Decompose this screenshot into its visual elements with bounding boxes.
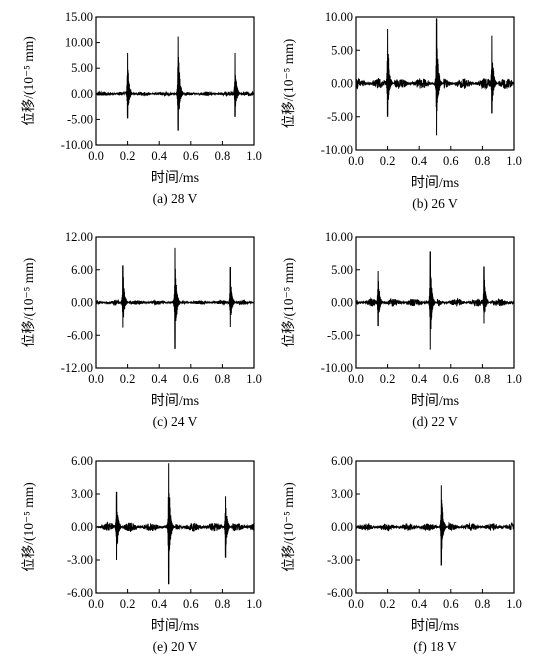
x-axis-label: 时间/ms [151, 170, 199, 186]
series-line [95, 247, 255, 349]
y-axis-label: 位移/(10⁻⁵ mm) [281, 39, 296, 128]
x-tick-label: 0.8 [215, 372, 231, 386]
x-axis-label: 时间/ms [411, 393, 459, 409]
x-tick-label: 0.8 [215, 597, 231, 611]
series-line [355, 18, 515, 136]
y-tick-label: 10.00 [65, 36, 93, 50]
y-tick-label: 10.00 [325, 230, 353, 244]
chart-panel: 0.0 0.2 0.4 0.6 0.8 1.0 6.00 3.00 0.00 -3.00 -6.00… [281, 454, 522, 654]
x-tick-label: 0.4 [151, 597, 167, 611]
y-tick-label: 5.00 [71, 61, 93, 75]
x-tick-label: 0.4 [151, 149, 167, 163]
x-tick-label: 0.0 [88, 372, 104, 386]
series-line [355, 251, 515, 350]
y-tick-label: 3.00 [71, 487, 93, 501]
x-tick-label: 0.0 [348, 372, 364, 386]
y-tick-label: -3.00 [67, 553, 93, 567]
y-tick-label: 0.00 [331, 296, 353, 310]
x-axis-label: 时间/ms [151, 393, 199, 409]
x-tick-label: 0.4 [411, 597, 427, 611]
y-tick-label: 5.00 [331, 43, 353, 57]
panel-caption: (a) 28 V [153, 191, 198, 206]
y-tick-label: 15.00 [65, 10, 93, 24]
y-tick-label: -5.00 [327, 328, 353, 342]
x-axis-label: 时间/ms [151, 618, 199, 634]
x-axis-label: 时间/ms [411, 618, 459, 634]
y-axis-label: 位移/(10⁻⁵ mm) [21, 36, 36, 125]
x-tick-label: 0.2 [380, 154, 396, 168]
x-tick-label: 0.2 [120, 597, 136, 611]
y-axis-label: 位移/(10⁻⁵ mm) [21, 258, 36, 347]
x-tick-label: 0.4 [151, 372, 167, 386]
x-tick-label: 0.6 [183, 597, 199, 611]
y-tick-label: 0.00 [331, 77, 353, 91]
x-tick-label: 1.0 [506, 372, 522, 386]
x-tick-label: 0.6 [183, 372, 199, 386]
y-axis-label: 位移/(10⁻⁵ mm) [281, 482, 296, 571]
x-tick-label: 0.2 [120, 372, 136, 386]
panel-caption: (d) 22 V [412, 414, 458, 429]
panel-caption: (f) 18 V [413, 639, 456, 654]
x-tick-label: 1.0 [506, 597, 522, 611]
y-tick-label: -10.00 [321, 361, 353, 375]
y-tick-label: -6.00 [327, 586, 353, 600]
y-tick-label: -6.00 [67, 586, 93, 600]
y-tick-label: -5.00 [327, 110, 353, 124]
y-tick-label: -10.00 [321, 143, 353, 157]
x-axis-label: 时间/ms [411, 175, 459, 191]
series-line [95, 463, 255, 585]
y-tick-label: 6.00 [331, 454, 353, 468]
x-tick-label: 0.8 [475, 372, 491, 386]
x-tick-label: 0.6 [443, 372, 459, 386]
y-axis-label: 位移/(10⁻⁵ mm) [281, 258, 296, 347]
y-axis-label: 位移/(10⁻⁵ mm) [21, 482, 36, 571]
y-tick-label: 6.00 [71, 263, 93, 277]
series-line [95, 36, 255, 131]
y-tick-label: -10.00 [61, 138, 93, 152]
y-tick-label: -5.00 [67, 112, 93, 126]
y-tick-label: 0.00 [331, 520, 353, 534]
y-tick-label: 6.00 [71, 454, 93, 468]
x-tick-label: 0.2 [380, 597, 396, 611]
y-tick-label: -12.00 [61, 361, 93, 375]
chart-panel: 0.0 0.2 0.4 0.6 0.8 1.0 15.00 10.00 5.00 0.00 -5.0… [21, 10, 262, 206]
y-tick-label: 3.00 [331, 487, 353, 501]
x-tick-label: 0.6 [443, 154, 459, 168]
x-tick-label: 0.0 [348, 154, 364, 168]
y-tick-label: -6.00 [67, 328, 93, 342]
panel-caption: (c) 24 V [153, 414, 198, 429]
x-tick-label: 1.0 [246, 149, 262, 163]
chart-panel: 0.0 0.2 0.4 0.6 0.8 1.0 12.00 6.00 0.00 -6.00 -12.… [21, 230, 262, 429]
x-tick-label: 0.0 [348, 597, 364, 611]
y-tick-label: 10.00 [325, 10, 353, 24]
chart-panel: 0.0 0.2 0.4 0.6 0.8 1.0 10.00 5.00 0.00 -5.00 -10.… [281, 230, 522, 429]
series-line [355, 485, 515, 566]
chart-panel: 0.0 0.2 0.4 0.6 0.8 1.0 10.00 5.00 0.00 -5.00 -10.… [281, 10, 522, 211]
x-tick-label: 1.0 [246, 372, 262, 386]
plot-frame [95, 16, 255, 146]
x-tick-label: 0.4 [411, 372, 427, 386]
x-tick-label: 0.2 [380, 372, 396, 386]
y-tick-label: 0.00 [71, 296, 93, 310]
panel-caption: (e) 20 V [153, 639, 198, 654]
x-tick-label: 0.6 [443, 597, 459, 611]
x-tick-label: 0.0 [88, 149, 104, 163]
x-tick-label: 0.8 [475, 154, 491, 168]
chart-panel: 0.0 0.2 0.4 0.6 0.8 1.0 6.00 3.00 0.00 -3.00 -6.00… [21, 454, 262, 654]
y-tick-label: 12.00 [65, 230, 93, 244]
y-tick-label: 0.00 [71, 87, 93, 101]
panel-caption: (b) 26 V [412, 196, 458, 211]
x-tick-label: 0.0 [88, 597, 104, 611]
x-tick-label: 0.8 [215, 149, 231, 163]
x-tick-label: 0.6 [183, 149, 199, 163]
x-tick-label: 0.4 [411, 154, 427, 168]
x-tick-label: 1.0 [506, 154, 522, 168]
x-tick-label: 0.2 [120, 149, 136, 163]
x-tick-label: 1.0 [246, 597, 262, 611]
y-tick-label: -3.00 [327, 553, 353, 567]
y-tick-label: 5.00 [331, 263, 353, 277]
x-tick-label: 0.8 [475, 597, 491, 611]
y-tick-label: 0.00 [71, 520, 93, 534]
